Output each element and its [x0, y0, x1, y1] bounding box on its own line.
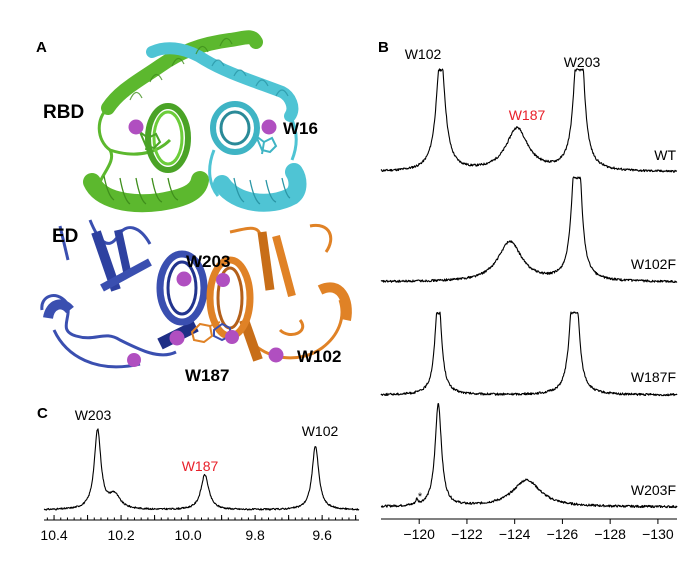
rbd-sphere-left — [128, 119, 144, 135]
panel-c-letter: C — [37, 405, 48, 422]
c-w102-peak-label: W102 — [302, 423, 339, 439]
rbd-helix-stripes-cyan — [211, 59, 289, 97]
ed-orange-strand1 — [257, 231, 275, 291]
rbd-trp-cyan — [253, 132, 278, 155]
ed-blue-helix-left — [43, 299, 74, 320]
panel-a-letter: A — [36, 39, 47, 56]
c-w187-peak-label: W187 — [182, 458, 219, 474]
b-trace-label-w203f: W203F — [631, 482, 676, 498]
ed-sphere-w102 — [268, 347, 284, 363]
c-x-ticks: 10.4 10.2 10.0 9.8 9.6 — [40, 515, 357, 543]
panel-a: A — [36, 30, 352, 385]
rbd-green-bottom-helix — [83, 171, 209, 213]
ed-blue-coil — [156, 250, 208, 326]
rbd-structure — [83, 30, 307, 213]
rbd-cyan-bottom-helix — [213, 163, 307, 212]
ed-orange-helix-right — [317, 282, 352, 321]
b-w203-peak-label: W203 — [564, 54, 601, 70]
b-asterisk: * — [418, 491, 423, 503]
c-w203-peak-label: W203 — [75, 407, 112, 423]
x-tick-label: −130 — [642, 526, 674, 542]
rbd-green-bottom-stripes — [103, 175, 179, 205]
x-tick-label: 9.6 — [312, 527, 332, 543]
rbd-sphere-right — [261, 119, 277, 135]
x-tick-label: 10.4 — [40, 527, 67, 543]
ed-blue-strand3 — [100, 258, 152, 292]
b-trace-label-w187f: W187F — [631, 369, 676, 385]
ed-sphere-w203-orange — [216, 273, 230, 287]
w16-label: W16 — [283, 119, 318, 138]
spectrum-trace-wt — [380, 68, 678, 173]
w102-structure-label: W102 — [297, 347, 341, 366]
ed-sphere-left — [127, 353, 141, 367]
b-x-ticks: −120 −122 −124 −126 −128 −130 — [403, 519, 674, 542]
panel-b-letter: B — [378, 39, 389, 56]
spectrum-trace-w203f — [380, 403, 678, 509]
x-tick-label: −126 — [547, 526, 579, 542]
rbd-cyan-coil — [210, 101, 260, 155]
panel-c: C W203 W187 W102 10.4 10.2 10.0 9.8 9.6 — [37, 405, 360, 543]
rbd-helix-stripes-green — [129, 37, 233, 101]
ed-sphere-w203-blue — [176, 271, 192, 287]
rbd-label: RBD — [43, 102, 84, 123]
panel-b: B W102 W187 W203 WT W102F W187F W203F * … — [378, 39, 678, 542]
x-tick-label: 9.8 — [245, 527, 265, 543]
spectrum-trace-spectrum — [43, 428, 360, 511]
x-tick-label: 10.0 — [174, 527, 201, 543]
rbd-cyan-coil-inner — [219, 110, 251, 146]
rbd-helix-cyan-top — [146, 42, 299, 122]
rbd-cyan-loop — [208, 115, 298, 197]
rbd-cyan-bottom-stripes — [233, 177, 291, 205]
ed-sphere-w187-blue — [169, 330, 185, 346]
ed-blue-strand2 — [114, 229, 132, 277]
ed-structure — [40, 219, 352, 369]
ed-blue-coil-inner — [166, 260, 198, 316]
rbd-green-coil-inner — [152, 110, 184, 166]
ed-trp-center-orange — [190, 321, 221, 344]
x-tick-label: −124 — [499, 526, 531, 542]
x-tick-label: −120 — [403, 526, 435, 542]
panel-b-traces — [380, 68, 678, 509]
b-trace-label-w102f: W102F — [631, 256, 676, 272]
spectrum-trace-w187f — [380, 311, 678, 397]
x-tick-label: 10.2 — [107, 527, 134, 543]
x-tick-label: −128 — [594, 526, 626, 542]
b-w187-peak-label: W187 — [509, 107, 546, 123]
ed-orange-strand2 — [272, 234, 296, 298]
ed-label: ED — [52, 226, 78, 247]
w203-structure-label: W203 — [186, 252, 230, 271]
ed-sphere-w187-orange — [225, 330, 239, 344]
ed-orange-backbone — [229, 223, 344, 360]
rbd-trp-green — [137, 128, 162, 151]
b-trace-label-wt: WT — [654, 147, 676, 163]
b-w102-peak-label: W102 — [405, 46, 442, 62]
spectrum-trace-w102f — [380, 176, 678, 283]
x-tick-label: −122 — [451, 526, 483, 542]
ed-blue-backbone — [40, 219, 177, 369]
panel-c-trace — [43, 428, 360, 511]
w187-structure-label: W187 — [185, 366, 229, 385]
